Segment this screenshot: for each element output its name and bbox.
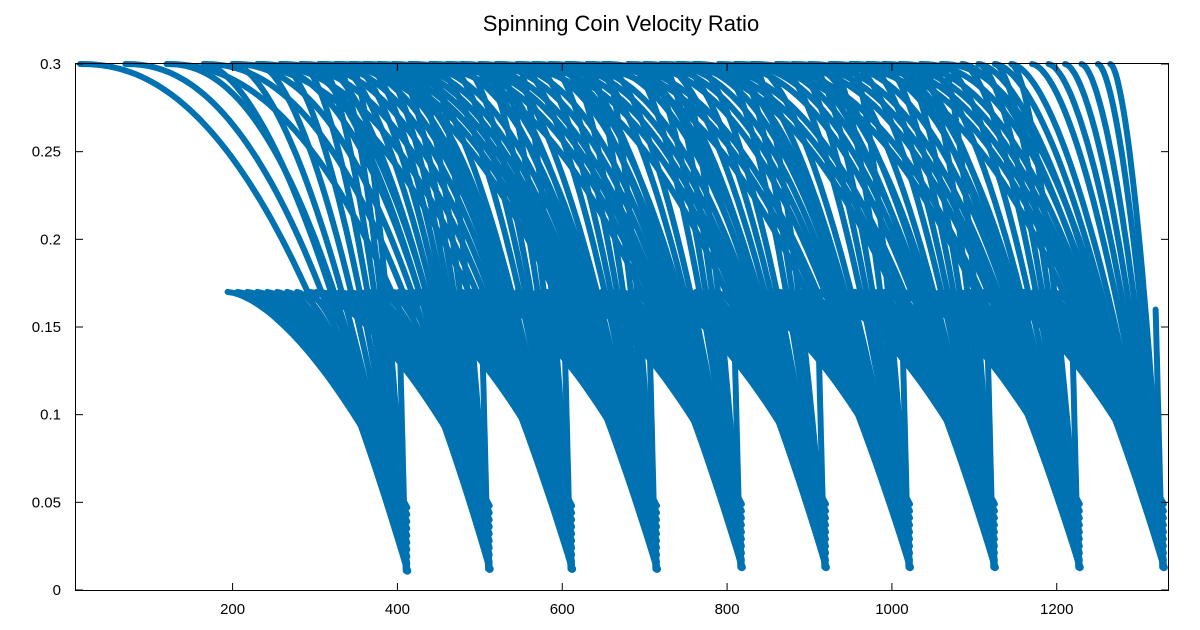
series-point [737, 563, 746, 572]
x-tick-label: 1000 [875, 601, 908, 618]
series-wedge [981, 288, 1167, 508]
series-wedge [307, 288, 493, 509]
series-wedge [727, 288, 913, 508]
x-tick-label: 200 [220, 601, 245, 618]
series-point [1159, 563, 1168, 572]
series-curve [1008, 61, 1083, 571]
series-point [906, 563, 915, 572]
series-wedge [389, 288, 576, 509]
series-wedge [474, 288, 660, 509]
series-edge [1152, 306, 1166, 571]
series-curve [406, 61, 576, 572]
series-curve [513, 61, 576, 572]
series-curve [897, 61, 998, 571]
series-wedge [812, 288, 998, 508]
series-curve [748, 61, 829, 571]
series-point [1075, 563, 1084, 572]
plot-frame [75, 63, 1169, 591]
series-curve [427, 61, 493, 572]
y-tick-label: 0.1 [40, 407, 61, 424]
series-wedge [559, 288, 745, 508]
series-point [821, 563, 830, 572]
series-wedge [224, 288, 411, 511]
x-tick-label: 400 [385, 601, 410, 618]
series-point [403, 566, 412, 575]
y-tick-label: 0.25 [32, 144, 61, 161]
series-curve [600, 61, 660, 572]
series-curve [277, 61, 411, 574]
series-curve [938, 61, 998, 571]
y-tick-label: 0 [53, 582, 61, 599]
series-curve [847, 61, 913, 571]
x-tick-label: 600 [550, 601, 575, 618]
series-wedge [643, 288, 829, 508]
series-curve [406, 61, 493, 572]
series-point [990, 563, 999, 572]
series-curve [691, 61, 829, 571]
series-curve [458, 61, 576, 572]
series-curve [827, 61, 913, 571]
series-wedge [897, 288, 1083, 508]
axis-layer: 0 0.05 0.1 0.15 0.2 0.25 0.3 200 400 600 800 1000 12… [32, 56, 1168, 618]
series-curve [674, 61, 745, 571]
series-curve [806, 61, 913, 571]
x-tick-label: 800 [715, 601, 740, 618]
series-curve [938, 61, 1083, 571]
series-point [653, 564, 662, 573]
series-curve [1008, 61, 1167, 571]
series-curve [563, 61, 660, 572]
series-curve [600, 61, 745, 571]
series-curve [254, 61, 411, 574]
series-curve [748, 61, 913, 571]
series-curve [1107, 61, 1167, 571]
series-point [485, 564, 494, 573]
y-tick-label: 0.2 [40, 231, 61, 248]
y-tick-label: 0.3 [40, 56, 61, 73]
x-tick-label: 1200 [1040, 601, 1073, 618]
chart-title: Spinning Coin Velocity Ratio [483, 11, 759, 36]
y-tick-label: 0.05 [32, 494, 61, 511]
y-tick-label: 0.15 [32, 319, 61, 336]
series-curve [493, 61, 576, 572]
series-point [568, 564, 577, 573]
series-curve [347, 61, 411, 574]
series-layer [77, 61, 1168, 575]
series-curve [917, 61, 998, 571]
